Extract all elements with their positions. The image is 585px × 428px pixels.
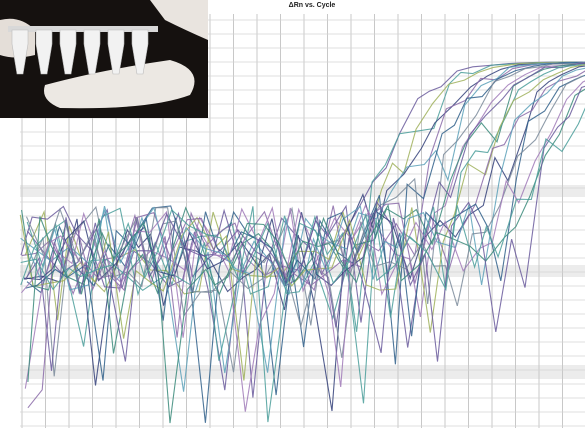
amplification-plot: ΔRn vs. Cycle xyxy=(0,0,585,428)
grid-band xyxy=(20,185,585,197)
screenshot: ΔRn vs. Cycle xyxy=(0,0,585,428)
grid-band xyxy=(20,365,585,379)
plot-title: ΔRn vs. Cycle xyxy=(289,2,336,9)
photo-inset xyxy=(0,0,208,118)
